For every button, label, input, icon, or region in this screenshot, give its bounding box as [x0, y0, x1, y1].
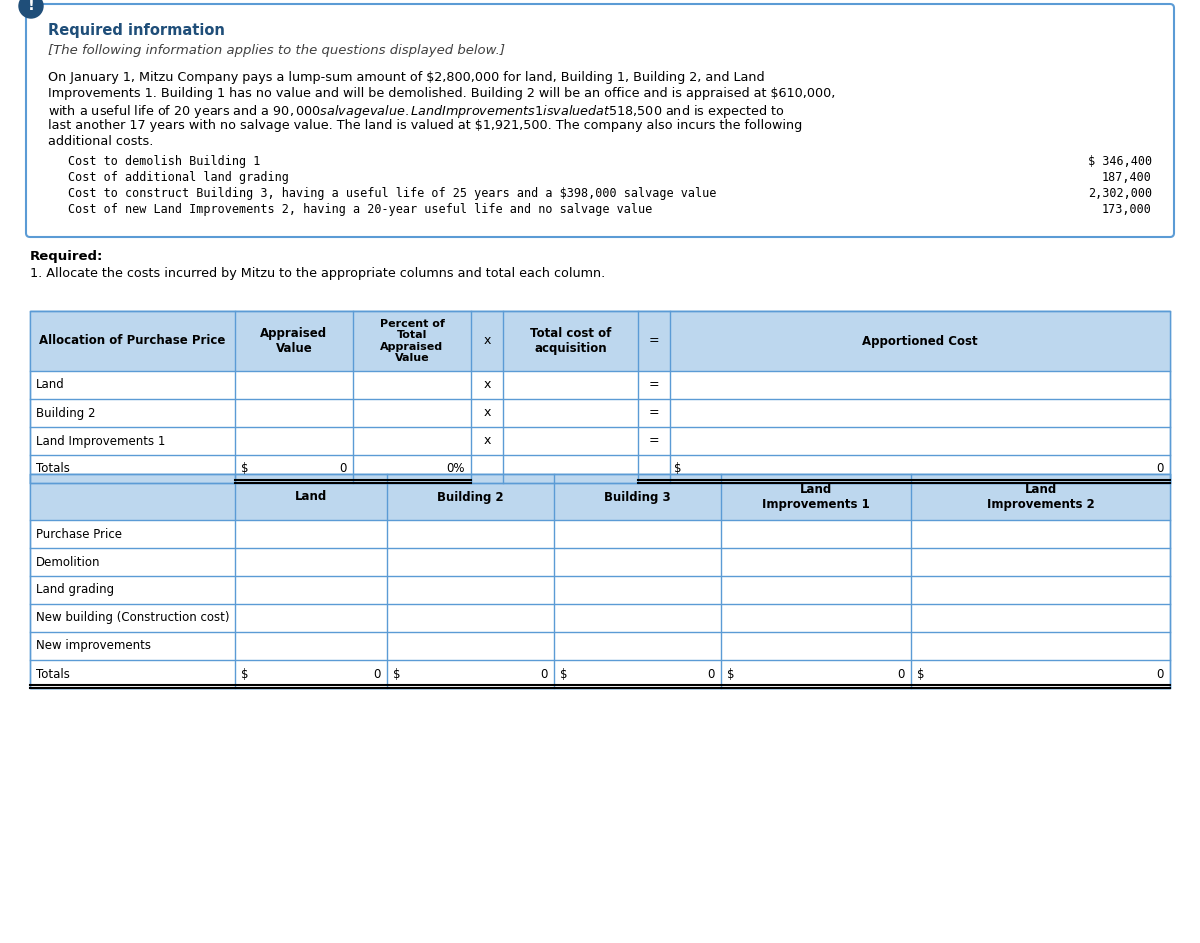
Text: On January 1, Mitzu Company pays a lump-sum amount of $2,800,000 for land, Build: On January 1, Mitzu Company pays a lump-… [48, 71, 764, 84]
Text: New building (Construction cost): New building (Construction cost) [36, 611, 229, 624]
Text: Total cost of
acquisition: Total cost of acquisition [530, 327, 611, 355]
Text: Land
Improvements 2: Land Improvements 2 [986, 483, 1094, 511]
Text: $ 346,400: $ 346,400 [1088, 155, 1152, 168]
Text: Required information: Required information [48, 23, 224, 38]
Text: [The following information applies to the questions displayed below.]: [The following information applies to th… [48, 44, 505, 57]
Text: 0: 0 [1157, 462, 1164, 475]
Text: x: x [484, 435, 491, 448]
FancyBboxPatch shape [30, 311, 1170, 371]
Text: $: $ [917, 668, 924, 681]
Text: Land
Improvements 1: Land Improvements 1 [762, 483, 870, 511]
Text: Demolition: Demolition [36, 555, 101, 569]
Text: Building 2: Building 2 [437, 490, 504, 504]
Text: Improvements 1. Building 1 has no value and will be demolished. Building 2 will : Improvements 1. Building 1 has no value … [48, 87, 835, 100]
Text: 2,302,000: 2,302,000 [1088, 187, 1152, 200]
Text: x: x [484, 406, 491, 420]
Text: Cost of additional land grading: Cost of additional land grading [68, 171, 289, 184]
Text: Building 2: Building 2 [36, 406, 96, 420]
Text: $: $ [727, 668, 734, 681]
Text: $: $ [241, 668, 248, 681]
Text: 0: 0 [708, 668, 715, 681]
Text: 1. Allocate the costs incurred by Mitzu to the appropriate columns and total eac: 1. Allocate the costs incurred by Mitzu … [30, 267, 605, 280]
Text: Land Improvements 1: Land Improvements 1 [36, 435, 166, 448]
Text: Building 3: Building 3 [604, 490, 671, 504]
Text: Allocation of Purchase Price: Allocation of Purchase Price [40, 335, 226, 348]
Text: Cost of new Land Improvements 2, having a 20-year useful life and no salvage val: Cost of new Land Improvements 2, having … [68, 203, 653, 216]
Text: Apportioned Cost: Apportioned Cost [862, 335, 978, 348]
Text: 187,400: 187,400 [1102, 171, 1152, 184]
Text: =: = [649, 406, 659, 420]
Text: Land: Land [295, 490, 328, 504]
Text: 0: 0 [340, 462, 347, 475]
Text: Totals: Totals [36, 462, 70, 475]
Text: $: $ [394, 668, 401, 681]
Text: Required:: Required: [30, 250, 103, 263]
Text: Percent of
Total
Appraised
Value: Percent of Total Appraised Value [379, 319, 444, 363]
Text: 0: 0 [373, 668, 382, 681]
Text: $: $ [674, 462, 682, 475]
Text: !: ! [28, 0, 35, 13]
Text: 0: 0 [541, 668, 548, 681]
Text: additional costs.: additional costs. [48, 135, 154, 148]
Text: x: x [484, 378, 491, 391]
Text: Cost to demolish Building 1: Cost to demolish Building 1 [68, 155, 260, 168]
Text: $: $ [560, 668, 568, 681]
FancyBboxPatch shape [30, 311, 1170, 483]
Text: Totals: Totals [36, 668, 70, 681]
Text: Cost to construct Building 3, having a useful life of 25 years and a $398,000 sa: Cost to construct Building 3, having a u… [68, 187, 716, 200]
Text: last another 17 years with no salvage value. The land is valued at $1,921,500. T: last another 17 years with no salvage va… [48, 119, 803, 132]
FancyBboxPatch shape [30, 474, 1170, 520]
Text: Land: Land [36, 378, 65, 391]
Text: Land grading: Land grading [36, 584, 114, 597]
Circle shape [19, 0, 43, 18]
Text: $: $ [241, 462, 248, 475]
Text: x: x [484, 335, 491, 348]
Text: =: = [649, 435, 659, 448]
Text: New improvements: New improvements [36, 639, 151, 653]
Text: =: = [649, 335, 659, 348]
Text: 0: 0 [898, 668, 905, 681]
Text: with a useful life of 20 years and a $90,000 salvage value. Land Improvements 1 : with a useful life of 20 years and a $90… [48, 103, 785, 120]
FancyBboxPatch shape [30, 474, 1170, 688]
Text: 0: 0 [1157, 668, 1164, 681]
Text: 173,000: 173,000 [1102, 203, 1152, 216]
FancyBboxPatch shape [26, 4, 1174, 237]
Text: =: = [649, 378, 659, 391]
Text: Appraised
Value: Appraised Value [260, 327, 328, 355]
Text: Purchase Price: Purchase Price [36, 527, 122, 540]
Text: 0%: 0% [446, 462, 466, 475]
